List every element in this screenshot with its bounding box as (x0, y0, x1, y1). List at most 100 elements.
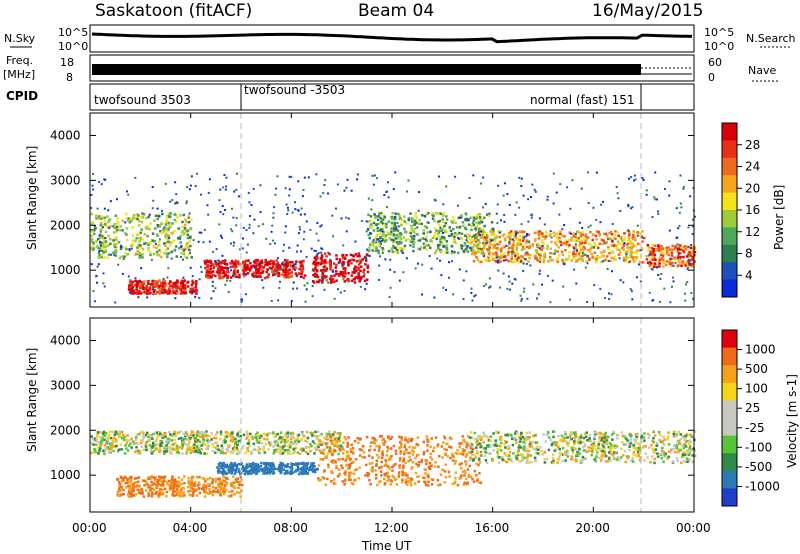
power-point (145, 292, 149, 296)
power-point (520, 248, 524, 252)
velocity-point (275, 448, 279, 451)
power-point (629, 254, 632, 257)
power-point (479, 227, 482, 231)
power-point (183, 287, 186, 290)
velocity-point (150, 434, 154, 438)
velocity-point (289, 442, 292, 446)
power-point (679, 202, 682, 205)
power-point (654, 171, 657, 174)
power-point (97, 263, 100, 266)
power-point (400, 247, 404, 250)
power-point (191, 279, 194, 283)
power-point (285, 264, 288, 268)
power-point (658, 261, 661, 265)
cpid-segment-2: twofsound -3503 (244, 83, 345, 97)
power-point (419, 246, 423, 249)
velocity-point (213, 451, 217, 454)
power-point (394, 225, 398, 229)
power-point (402, 236, 406, 239)
velocity-point (370, 441, 373, 444)
power-point (365, 220, 368, 223)
velocity-point (294, 446, 298, 450)
power-point (467, 218, 470, 221)
power-point (593, 251, 597, 254)
velocity-point (279, 436, 282, 440)
power-point (478, 216, 482, 219)
velocity-point (169, 487, 173, 490)
velocity-point (432, 446, 436, 450)
power-point (672, 264, 675, 267)
power-point (213, 263, 217, 267)
power-point (372, 221, 376, 225)
power-point (551, 279, 554, 282)
power-point (143, 283, 146, 286)
velocity-point (358, 454, 362, 457)
power-point (321, 268, 325, 272)
velocity-point (368, 462, 372, 465)
velocity-point (172, 489, 175, 493)
power-point (484, 243, 488, 246)
power-point (508, 242, 511, 245)
velocity-point (129, 484, 132, 487)
power-point (367, 197, 370, 200)
power-point (93, 228, 97, 231)
power-point (338, 258, 342, 261)
velocity-point (114, 440, 118, 443)
velocity-point (246, 450, 249, 453)
velocity-point (103, 450, 106, 453)
power-point (597, 256, 600, 259)
power-point (674, 245, 677, 248)
power-point (282, 243, 285, 246)
velocity-point (208, 440, 211, 443)
power-point (380, 211, 383, 214)
velocity-point (101, 436, 104, 440)
power-point (182, 276, 185, 279)
velocity-point (269, 463, 272, 467)
velocity-point (313, 465, 316, 468)
velocity-point (218, 489, 221, 492)
velocity-point (201, 437, 205, 441)
velocity-point (193, 481, 197, 484)
power-point (485, 283, 488, 286)
power-point (241, 237, 244, 240)
power-point (169, 212, 172, 215)
velocity-point (228, 468, 232, 472)
power-point (491, 252, 495, 255)
power-point (581, 254, 584, 258)
velocity-point (304, 469, 307, 472)
power-point (354, 240, 357, 243)
power-point (147, 292, 150, 295)
velocity-point (360, 448, 363, 452)
velocity-point (436, 445, 439, 448)
power-point (514, 257, 517, 260)
power-point (480, 260, 483, 264)
velocity-point (129, 480, 132, 483)
velocity-point (170, 452, 173, 456)
velocity-point (157, 430, 160, 434)
date-title: 16/May/2015 (592, 1, 704, 21)
velocity-point (155, 447, 158, 450)
velocity-point (448, 475, 451, 478)
power-point (324, 258, 327, 262)
power-point (94, 300, 97, 303)
power-point (515, 231, 518, 234)
velocity-point (219, 491, 222, 495)
power-point (152, 287, 155, 290)
velocity-point (320, 451, 324, 454)
power-point (487, 286, 490, 289)
velocity-point (265, 438, 269, 441)
power-point (307, 176, 310, 179)
power-point (470, 241, 473, 244)
power-point (99, 223, 103, 227)
velocity-point (158, 449, 161, 452)
velocity-point (174, 485, 178, 489)
velocity-point (136, 484, 139, 487)
velocity-point (223, 465, 226, 469)
power-point (315, 273, 318, 277)
velocity-point (290, 464, 294, 468)
power-point (639, 249, 642, 252)
power-point (645, 193, 648, 196)
freq-label-1: Freq. (6, 54, 33, 67)
power-point (372, 183, 375, 186)
power-point (391, 215, 394, 219)
